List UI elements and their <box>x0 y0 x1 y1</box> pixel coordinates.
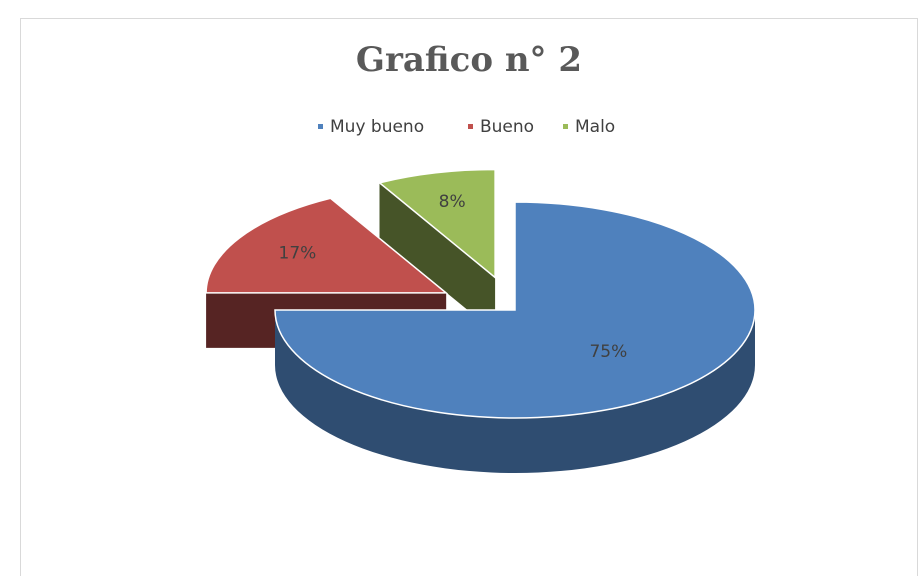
legend-swatch <box>318 124 323 129</box>
legend-label: Muy bueno <box>330 117 424 137</box>
data-label: 75% <box>589 342 627 362</box>
data-label: 8% <box>439 192 466 212</box>
legend-swatch <box>563 124 568 129</box>
legend-label: Malo <box>575 117 615 137</box>
slice <box>205 197 449 294</box>
slice <box>377 168 496 280</box>
slice-wall <box>379 182 496 333</box>
legend-swatch <box>468 124 473 129</box>
slice-side <box>275 310 755 473</box>
legend-label: Bueno <box>480 117 534 137</box>
chart-title: Grafico n° 2 <box>356 40 582 80</box>
data-label: 17% <box>279 243 317 263</box>
slice <box>274 201 756 419</box>
